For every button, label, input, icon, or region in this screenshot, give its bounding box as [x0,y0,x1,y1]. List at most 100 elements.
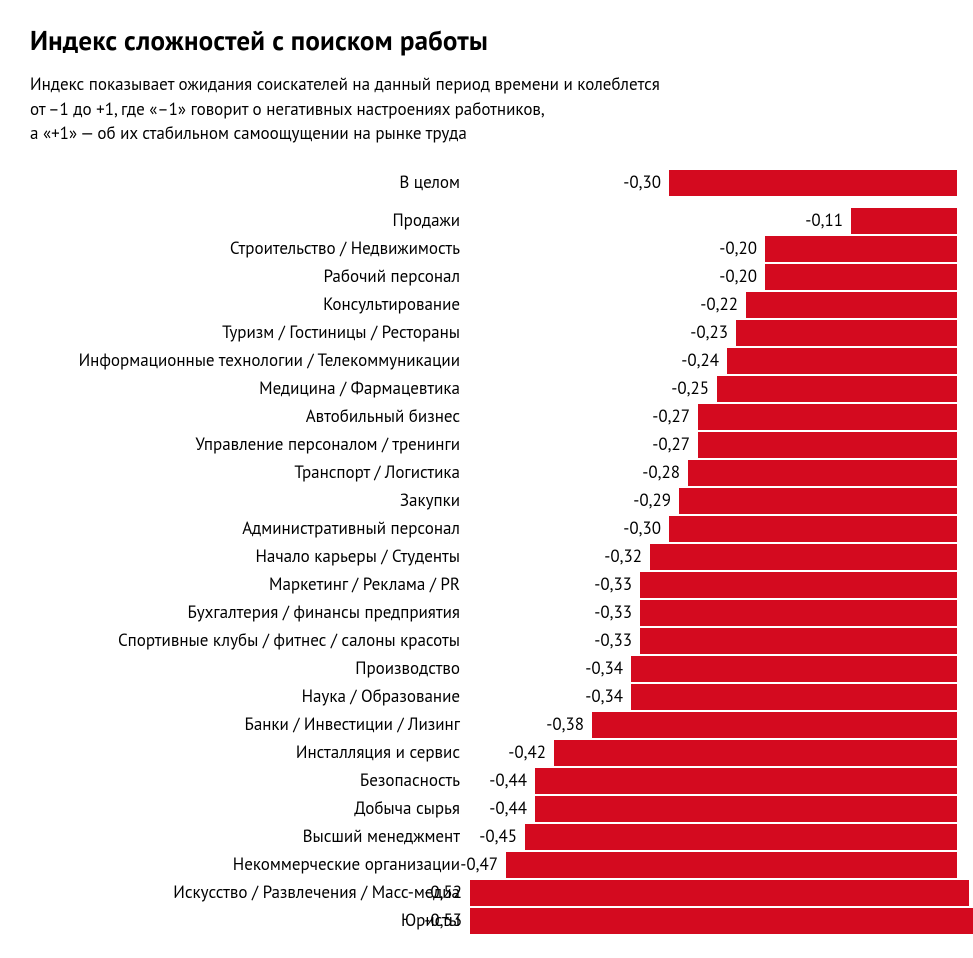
row-value-label: -0,28 [642,459,688,485]
bar-area: -0,20 [470,234,957,262]
bar-area: -0,33 [470,570,957,598]
bar [746,292,957,318]
row-label: Спортивные клубы / фитнес / салоны красо… [30,626,470,654]
bar-area: -0,28 [470,458,957,486]
chart-row: Бухгалтерия / финансы предприятия -0,33 [30,598,957,626]
bar-area: -0,47 [470,850,957,878]
bar-chart: В целом -0,30 Продажи-0,11Строительство / … [30,168,957,934]
bar-area: -0,34 [470,682,957,710]
bar [851,208,957,234]
subtitle-line: а «+1» — об их стабильном самоощущении н… [30,122,467,144]
bar [717,376,957,402]
bar [506,852,957,878]
subtitle-line: Индекс показывает ожидания соискателей н… [30,73,660,95]
bar-area: -0,29 [470,486,957,514]
row-value-label: -0,30 [623,169,669,195]
bar [470,880,969,906]
bar [698,404,957,430]
row-value-label: -0,53 [424,907,470,933]
chart-row: Высший менеджмент-0,45 [30,822,957,850]
chart-row: Автобильный бизнес -0,27 [30,402,957,430]
row-label: Бухгалтерия / финансы предприятия [30,598,470,626]
row-label: Автобильный бизнес [30,402,470,430]
bar-area: -0,30 [470,168,957,196]
bar-area: -0,23 [470,318,957,346]
row-value-label: -0,22 [700,291,746,317]
bar [554,740,957,766]
row-label: Производство [30,654,470,682]
chart-row: Административный персонал-0,30 [30,514,957,542]
row-label: Туризм / Гостиницы / Рестораны [30,318,470,346]
chart-row: Добыча сырья -0,44 [30,794,957,822]
row-label: Инсталляция и сервис [30,738,470,766]
row-label: Управление персоналом / тренинги [30,430,470,458]
row-value-label: -0,24 [681,347,727,373]
bar-area: -0,33 [470,598,957,626]
bar [525,824,957,850]
row-label: Юристы [30,906,470,934]
chart-subtitle: Индекс показывает ожидания соискателей н… [30,72,957,146]
row-label: Закупки [30,486,470,514]
chart-row: Производство-0,34 [30,654,957,682]
row-value-label: -0,23 [690,319,736,345]
chart-row: Начало карьеры / Студенты-0,32 [30,542,957,570]
row-label: Маркетинг / Реклама / PR [30,570,470,598]
chart-row: Управление персоналом / тренинги -0,27 [30,430,957,458]
bar [765,236,957,262]
chart-row: Рабочий персонал-0,20 [30,262,957,290]
bar-area: -0,24 [470,346,957,374]
row-value-label: -0,27 [652,431,698,457]
row-label: Искусство / Развлечения / Масс-медиа [30,878,470,906]
row-value-label: -0,52 [424,879,470,905]
row-value-label: -0,45 [479,823,525,849]
chart-row: Консультирование -0,22 [30,290,957,318]
bar [698,432,957,458]
row-value-label: -0,33 [594,571,640,597]
row-label: В целом [30,168,470,196]
row-value-label: -0,33 [594,627,640,653]
bar-area: -0,33 [470,626,957,654]
row-value-label: -0,33 [594,599,640,625]
row-value-label: -0,44 [489,767,535,793]
row-label: Продажи [30,206,470,234]
bar [640,572,957,598]
row-value-label: -0,44 [489,795,535,821]
bar-area: -0,52 [470,878,969,906]
bar [669,516,957,542]
chart-row: Информационные технологии / Телекоммуник… [30,346,957,374]
bar [679,488,957,514]
row-label: Безопасность [30,766,470,794]
chart-row: Безопасность -0,44 [30,766,957,794]
chart-row: Инсталляция и сервис-0,42 [30,738,957,766]
bar-area: -0,44 [470,794,957,822]
row-value-label: -0,27 [652,403,698,429]
bar-area: -0,11 [470,206,957,234]
chart-row: Туризм / Гостиницы / Рестораны -0,23 [30,318,957,346]
chart-row: Спортивные клубы / фитнес / салоны красо… [30,626,957,654]
chart-row: В целом -0,30 [30,168,957,196]
row-label: Информационные технологии / Телекоммуник… [30,346,470,374]
chart-page: Индекс сложностей с поиском работы Индек… [0,0,973,958]
row-value-label: -0,25 [671,375,717,401]
bar-area: -0,34 [470,654,957,682]
row-label: Медицина / Фармацевтика [30,374,470,402]
row-label: Строительство / Недвижимость [30,234,470,262]
chart-row: Закупки-0,29 [30,486,957,514]
bar [650,544,957,570]
bar [592,712,957,738]
bar [631,684,957,710]
bar [535,796,957,822]
chart-row: Продажи-0,11 [30,206,957,234]
row-value-label: -0,47 [460,851,506,877]
row-label: Начало карьеры / Студенты [30,542,470,570]
bar [535,768,957,794]
bar [631,656,957,682]
subtitle-line: от –1 до +1, где «–1» говорит о негативн… [30,98,545,120]
row-label: Добыча сырья [30,794,470,822]
row-label: Наука / Образование [30,682,470,710]
chart-row: Маркетинг / Реклама / PR -0,33 [30,570,957,598]
chart-row: Наука / Образование-0,34 [30,682,957,710]
bar [727,348,957,374]
row-label: Консультирование [30,290,470,318]
bar [669,170,957,196]
